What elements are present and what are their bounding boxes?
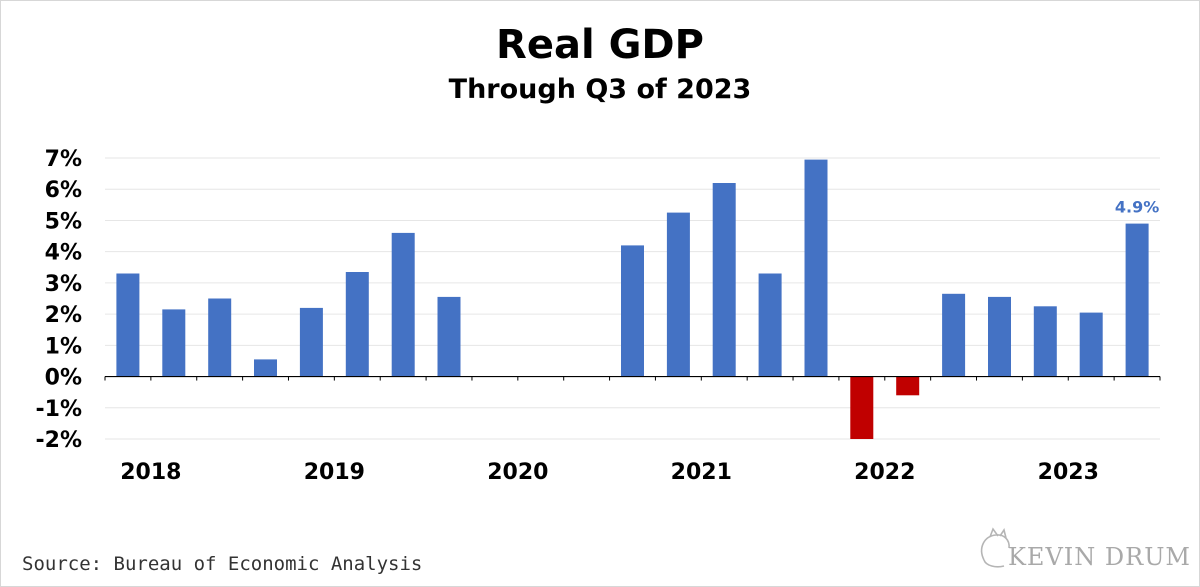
data-label: 4.9%: [1115, 198, 1159, 217]
gridlines: [105, 157, 1160, 440]
source-note: Source: Bureau of Economic Analysis: [22, 553, 422, 575]
y-tick-label: -1%: [36, 397, 82, 422]
x-tick-label: 2020: [487, 460, 548, 485]
bar: [621, 245, 644, 377]
chart-title: Real GDP: [496, 22, 704, 68]
x-tick-label: 2018: [120, 460, 181, 485]
bar: [299, 307, 323, 377]
zero-axis: [104, 375, 1161, 381]
bar: [345, 272, 369, 377]
x-tick-label: 2023: [1038, 460, 1099, 485]
bar: [254, 359, 277, 377]
bar: [391, 232, 415, 377]
y-tick-label: 1%: [45, 334, 82, 359]
brand-logo: KEVIN DRUM: [980, 527, 1191, 571]
x-tick-label: 2021: [671, 460, 732, 485]
y-tick-label: -2%: [36, 428, 82, 453]
bar: [1033, 306, 1057, 377]
cat-icon: [980, 527, 1010, 568]
bar: [712, 183, 736, 377]
x-axis-ticks: 2018 2019 2020 2021 2022 2023: [120, 460, 1099, 485]
chart-subtitle: Through Q3 of 2023: [449, 74, 752, 105]
bar: [942, 293, 966, 377]
bar: [804, 159, 828, 377]
bar: [988, 296, 1011, 377]
y-tick-label: 3%: [45, 272, 82, 297]
bar: [208, 298, 232, 377]
x-tick-label: 2019: [304, 460, 365, 485]
y-tick-label: 0%: [45, 366, 82, 391]
bar: [1079, 312, 1103, 377]
y-tick-label: 7%: [45, 147, 82, 172]
bar: [666, 212, 690, 377]
bar: [850, 376, 874, 439]
y-tick-label: 4%: [45, 241, 82, 266]
x-tick-label: 2022: [854, 460, 915, 485]
bar: [896, 376, 920, 396]
bar: [116, 273, 140, 377]
bar: [758, 273, 782, 377]
y-tick-label: 6%: [45, 178, 82, 203]
y-axis-ticks: 7% 6% 5% 4% 3% 2% 1% 0% -1% -2%: [36, 147, 82, 453]
data-labels: 4.9%: [1115, 198, 1159, 217]
y-tick-label: 5%: [45, 209, 82, 234]
bar: [1125, 223, 1149, 377]
brand-name: KEVIN DRUM: [1008, 543, 1191, 571]
bar: [437, 296, 461, 377]
bars: [116, 159, 1149, 439]
y-tick-label: 2%: [45, 303, 82, 328]
bar: [162, 309, 186, 377]
